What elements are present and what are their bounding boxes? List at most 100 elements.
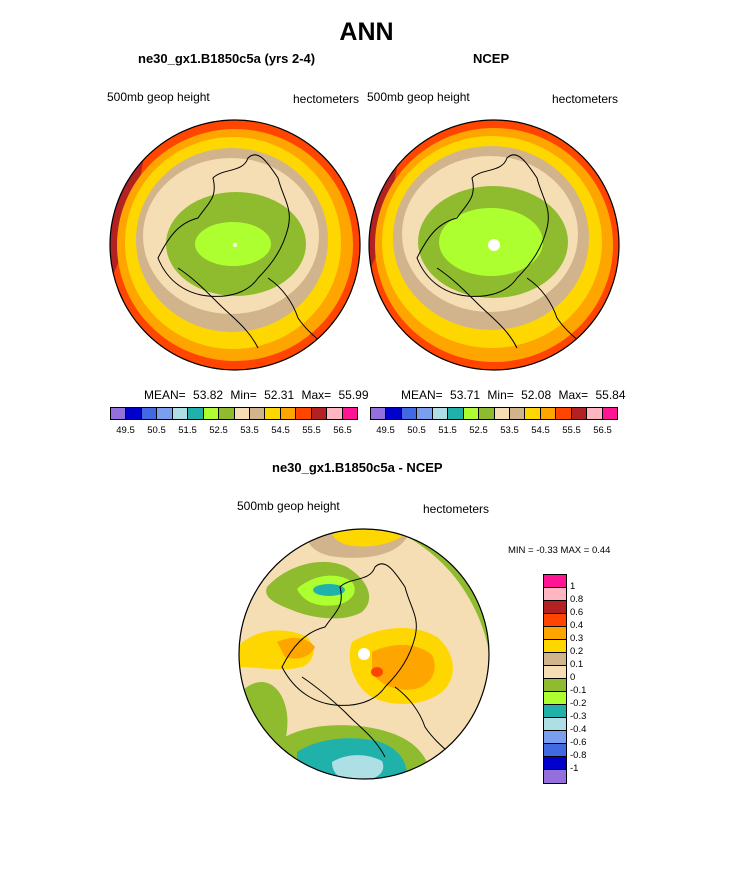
diff-colorbar-tick-label: 0.6 <box>570 607 584 618</box>
diff-left-label: 500mb geop height <box>237 499 340 513</box>
panel1-colorbar <box>110 407 358 420</box>
diff-colorbar-swatch <box>544 588 566 601</box>
panel1-polar-map <box>109 119 361 371</box>
colorbar-swatch <box>141 408 158 419</box>
panel2-max-value: 55.84 <box>595 388 626 402</box>
colorbar-swatch <box>602 408 617 419</box>
diff-colorbar-swatch <box>544 640 566 653</box>
diff-colorbar-tick-label: 0 <box>570 672 576 683</box>
diff-colorbar-swatch <box>544 575 566 588</box>
panel1-left-label: 500mb geop height <box>107 90 210 104</box>
colorbar-swatch <box>157 408 173 419</box>
colorbar-swatch <box>280 408 297 419</box>
panel1-min-label: Min= <box>230 388 257 402</box>
diff-colorbar-swatch <box>544 770 566 783</box>
panel2-mean-value: 53.71 <box>450 388 481 402</box>
colorbar-swatch <box>556 408 572 419</box>
panel1-stats: MEAN= 53.82 Min= 52.31 Max= 55.99 <box>144 388 369 402</box>
colorbar-swatch <box>311 408 328 419</box>
colorbar-swatch <box>463 408 480 419</box>
colorbar-tick-label: 54.5 <box>271 425 290 436</box>
colorbar-tick-label: 50.5 <box>407 425 426 436</box>
panel2-stats: MEAN= 53.71 Min= 52.08 Max= 55.84 <box>401 388 626 402</box>
panel1-max-label: Max= <box>301 388 332 402</box>
panel2-title: NCEP <box>473 51 510 66</box>
colorbar-tick-label: 56.5 <box>593 425 612 436</box>
panel1-mean-value: 53.82 <box>193 388 224 402</box>
colorbar-swatch <box>234 408 250 419</box>
colorbar-swatch <box>587 408 603 419</box>
colorbar-swatch <box>571 408 588 419</box>
colorbar-tick-label: 53.5 <box>240 425 259 436</box>
diff-colorbar-swatch <box>544 601 566 614</box>
diff-title: ne30_gx1.B1850c5a - NCEP <box>272 460 443 475</box>
panel1-min-value: 52.31 <box>264 388 295 402</box>
colorbar-swatch <box>327 408 343 419</box>
panel1-max-value: 55.99 <box>338 388 369 402</box>
colorbar-swatch <box>432 408 449 419</box>
diff-colorbar-tick-label: 1 <box>570 581 576 592</box>
colorbar-swatch <box>188 408 204 419</box>
colorbar-tick-label: 49.5 <box>376 425 395 436</box>
colorbar-tick-label: 55.5 <box>302 425 321 436</box>
colorbar-swatch <box>111 408 127 419</box>
diff-colorbar-tick-label: -0.8 <box>570 750 587 761</box>
diff-colorbar-swatch <box>544 614 566 627</box>
diff-colorbar-swatch <box>544 744 566 757</box>
colorbar-swatch <box>401 408 418 419</box>
colorbar-tick-label: 51.5 <box>438 425 457 436</box>
colorbar-tick-label: 54.5 <box>531 425 550 436</box>
panel2-polar-map <box>368 119 620 371</box>
colorbar-tick-label: 49.5 <box>116 425 135 436</box>
diff-colorbar-swatch <box>544 718 566 731</box>
diff-colorbar-tick-label: -0.4 <box>570 724 587 735</box>
diff-right-label: hectometers <box>423 502 490 516</box>
panel1-title: ne30_gx1.B1850c5a (yrs 2-4) <box>138 51 316 66</box>
diff-colorbar-swatch <box>544 679 566 692</box>
colorbar-swatch <box>296 408 312 419</box>
diff-colorbar-tick-label: 0.2 <box>570 646 584 657</box>
diff-colorbar-tick-label: 0.3 <box>570 633 584 644</box>
colorbar-swatch <box>448 408 464 419</box>
colorbar-tick-label: 56.5 <box>333 425 352 436</box>
diff-colorbar-tick-label: 0.4 <box>570 620 584 631</box>
colorbar-swatch <box>219 408 235 419</box>
diff-colorbar-swatch <box>544 666 566 679</box>
colorbar-swatch <box>172 408 189 419</box>
diff-colorbar-swatch <box>544 692 566 705</box>
diff-colorbar-tick-label: -0.2 <box>570 698 587 709</box>
colorbar-swatch <box>525 408 541 419</box>
colorbar-tick-label: 55.5 <box>562 425 581 436</box>
colorbar-swatch <box>540 408 557 419</box>
colorbar-swatch <box>342 408 357 419</box>
colorbar-tick-label: 52.5 <box>209 425 228 436</box>
panel2-min-value: 52.08 <box>521 388 552 402</box>
panel2-left-label: 500mb geop height <box>367 90 470 104</box>
panel1-mean-label: MEAN= <box>144 388 186 402</box>
colorbar-swatch <box>417 408 433 419</box>
panel2-min-label: Min= <box>487 388 514 402</box>
colorbar-swatch <box>386 408 402 419</box>
diff-colorbar-swatch <box>544 757 566 770</box>
colorbar-tick-label: 51.5 <box>178 425 197 436</box>
colorbar-swatch <box>126 408 142 419</box>
diff-colorbar <box>543 574 567 784</box>
panel2-right-label: hectometers <box>552 92 619 106</box>
panel1-right-label: hectometers <box>293 92 360 106</box>
colorbar-swatch <box>249 408 266 419</box>
colorbar-swatch <box>371 408 387 419</box>
colorbar-tick-label: 50.5 <box>147 425 166 436</box>
diff-colorbar-tick-label: -0.6 <box>570 737 587 748</box>
diff-minmax: MIN = -0.33 MAX = 0.44 <box>508 545 611 556</box>
colorbar-swatch <box>479 408 495 419</box>
diff-colorbar-tick-label: -0.3 <box>570 711 587 722</box>
colorbar-tick-label: 52.5 <box>469 425 488 436</box>
diff-colorbar-tick-label: -0.1 <box>570 685 587 696</box>
diff-colorbar-tick-label: -1 <box>570 763 579 774</box>
colorbar-swatch <box>509 408 526 419</box>
diff-colorbar-swatch <box>544 653 566 666</box>
main-title: ANN <box>339 18 394 46</box>
panel2-max-label: Max= <box>558 388 589 402</box>
diff-polar-map <box>238 528 490 780</box>
colorbar-swatch <box>494 408 510 419</box>
